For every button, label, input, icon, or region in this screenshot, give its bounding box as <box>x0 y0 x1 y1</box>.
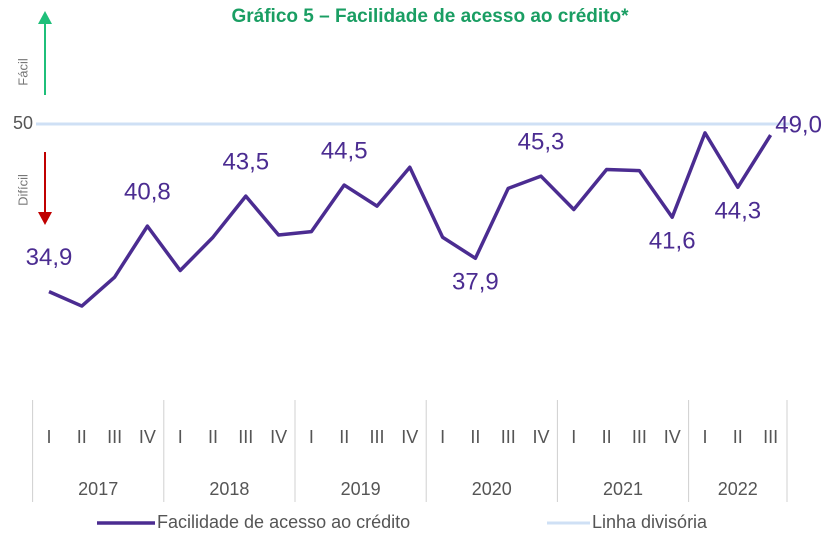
x-tick-label: III <box>238 427 253 447</box>
x-tick-label: III <box>501 427 516 447</box>
legend-label: Facilidade de acesso ao crédito <box>157 512 410 532</box>
x-group-label: 2020 <box>472 479 512 499</box>
data-label: 41,6 <box>649 228 696 255</box>
x-tick-label: I <box>309 427 314 447</box>
y-tick-label: 50 <box>13 113 33 133</box>
x-tick-label: IV <box>532 427 549 447</box>
x-tick-label: II <box>733 427 743 447</box>
x-group-label: 2021 <box>603 479 643 499</box>
x-tick-label: II <box>208 427 218 447</box>
easy-arrow-head <box>38 11 52 24</box>
x-tick-label: III <box>107 427 122 447</box>
x-tick-label: I <box>702 427 707 447</box>
x-group-label: 2022 <box>718 479 758 499</box>
x-tick-label: I <box>178 427 183 447</box>
data-label: 49,0 <box>775 111 822 138</box>
chart-title: Gráfico 5 – Facilidade de acesso ao créd… <box>231 6 629 27</box>
data-label: 34,9 <box>26 244 73 271</box>
data-label: 45,3 <box>518 129 565 156</box>
x-tick-label: II <box>470 427 480 447</box>
x-tick-label: I <box>440 427 445 447</box>
x-tick-label: I <box>571 427 576 447</box>
x-tick-label: III <box>763 427 778 447</box>
line <box>48 131 773 308</box>
data-label: 44,5 <box>321 137 368 164</box>
annotation: Difícil <box>15 174 30 206</box>
hard-arrow-head <box>38 212 52 225</box>
x-tick-label: IV <box>401 427 418 447</box>
x-tick-label: IV <box>664 427 681 447</box>
x-tick-label: II <box>77 427 87 447</box>
x-tick-label: IV <box>270 427 287 447</box>
x-tick-label: IV <box>139 427 156 447</box>
data-label: 43,5 <box>222 148 269 175</box>
x-group-label: 2018 <box>209 479 249 499</box>
x-group-label: 2019 <box>341 479 381 499</box>
x-tick-label: II <box>602 427 612 447</box>
data-label: 37,9 <box>452 269 499 296</box>
legend-label: Linha divisória <box>592 512 708 532</box>
annotation: Fácil <box>15 58 30 86</box>
data-label: 40,8 <box>124 178 171 205</box>
data-label: 44,3 <box>714 198 761 225</box>
x-tick-label: I <box>46 427 51 447</box>
x-group-label: 2017 <box>78 479 118 499</box>
x-tick-label: III <box>369 427 384 447</box>
x-tick-label: III <box>632 427 647 447</box>
x-tick-label: II <box>339 427 349 447</box>
